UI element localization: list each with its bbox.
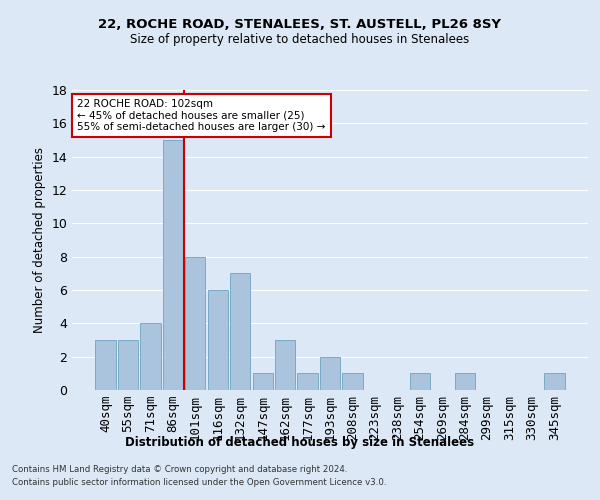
Bar [185,256,205,390]
Text: Distribution of detached houses by size in Stenalees: Distribution of detached houses by size … [125,436,475,449]
Bar [298,374,317,390]
Bar [275,340,295,390]
Text: 22 ROCHE ROAD: 102sqm
← 45% of detached houses are smaller (25)
55% of semi-deta: 22 ROCHE ROAD: 102sqm ← 45% of detached … [77,99,326,132]
Bar [140,324,161,390]
Text: Size of property relative to detached houses in Stenalees: Size of property relative to detached ho… [130,32,470,46]
Bar [320,356,340,390]
Bar [343,374,362,390]
Bar [163,140,183,390]
Bar [410,374,430,390]
Bar [118,340,138,390]
Bar [544,374,565,390]
Bar [95,340,116,390]
Bar [253,374,273,390]
Text: 22, ROCHE ROAD, STENALEES, ST. AUSTELL, PL26 8SY: 22, ROCHE ROAD, STENALEES, ST. AUSTELL, … [98,18,502,30]
Bar [230,274,250,390]
Bar [455,374,475,390]
Text: Contains HM Land Registry data © Crown copyright and database right 2024.: Contains HM Land Registry data © Crown c… [12,466,347,474]
Y-axis label: Number of detached properties: Number of detached properties [33,147,46,333]
Bar [208,290,228,390]
Text: Contains public sector information licensed under the Open Government Licence v3: Contains public sector information licen… [12,478,386,487]
